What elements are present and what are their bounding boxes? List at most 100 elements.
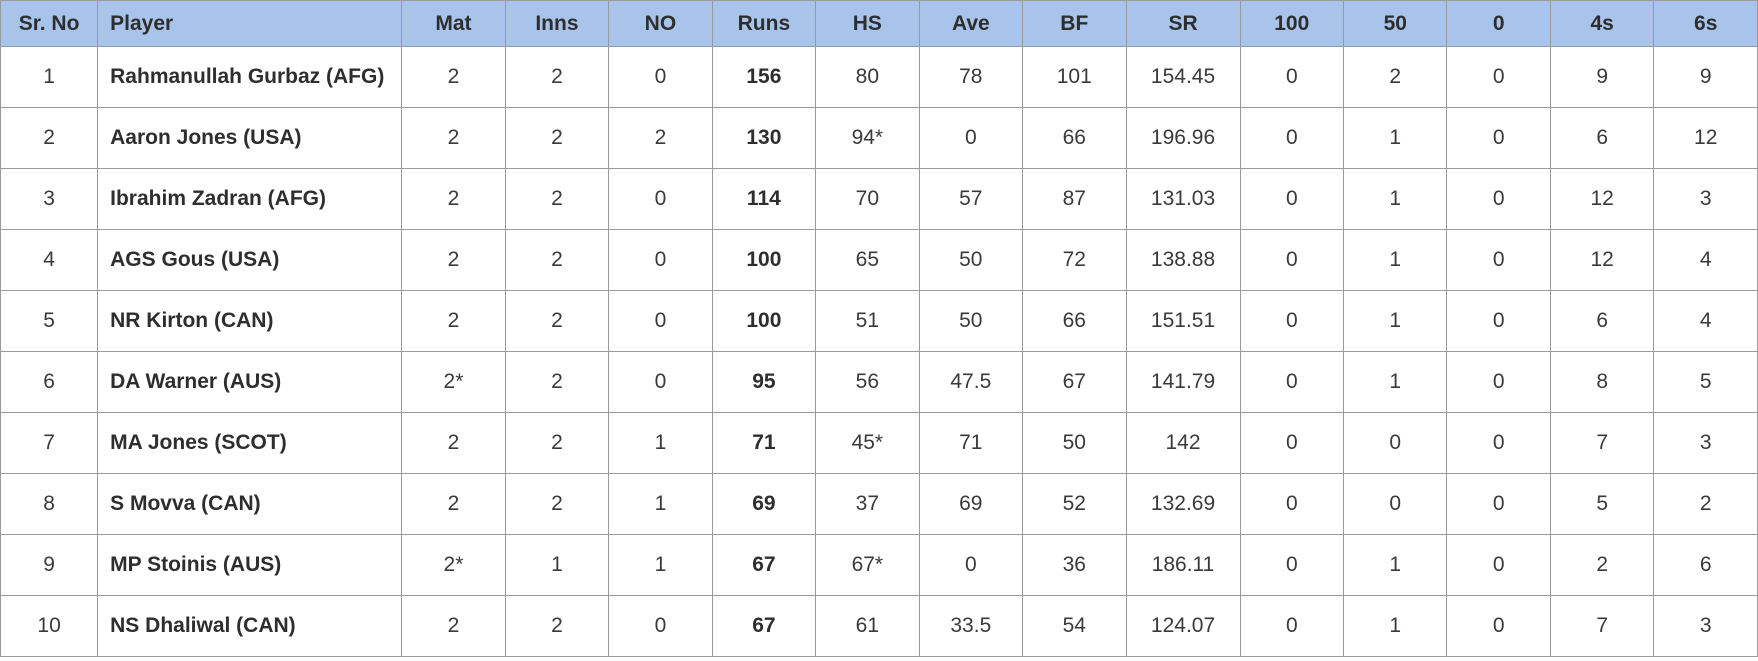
cell-c4s: 8 bbox=[1550, 352, 1653, 413]
cell-sr: 138.88 bbox=[1126, 230, 1240, 291]
col-header-player: Player bbox=[98, 1, 402, 47]
cell-srno: 8 bbox=[1, 474, 98, 535]
cell-mat: 2 bbox=[402, 108, 505, 169]
table-row: 8S Movva (CAN)22169376952132.6900052 bbox=[1, 474, 1758, 535]
cell-runs: 95 bbox=[712, 352, 815, 413]
cell-ave: 78 bbox=[919, 47, 1022, 108]
cell-no: 1 bbox=[609, 474, 712, 535]
cell-hs: 80 bbox=[816, 47, 919, 108]
cell-player: MA Jones (SCOT) bbox=[98, 413, 402, 474]
cell-hs: 45* bbox=[816, 413, 919, 474]
cell-c50: 0 bbox=[1344, 474, 1447, 535]
cell-player: MP Stoinis (AUS) bbox=[98, 535, 402, 596]
cell-ave: 0 bbox=[919, 108, 1022, 169]
cell-inns: 2 bbox=[505, 474, 608, 535]
cell-no: 0 bbox=[609, 352, 712, 413]
cell-inns: 2 bbox=[505, 108, 608, 169]
cell-c50: 0 bbox=[1344, 413, 1447, 474]
cell-sr: 142 bbox=[1126, 413, 1240, 474]
cell-c6s: 2 bbox=[1654, 474, 1758, 535]
cell-hs: 51 bbox=[816, 291, 919, 352]
table-body: 1Rahmanullah Gurbaz (AFG)220156807810115… bbox=[1, 47, 1758, 657]
cell-c0: 0 bbox=[1447, 413, 1550, 474]
cell-no: 0 bbox=[609, 230, 712, 291]
col-header-no: NO bbox=[609, 1, 712, 47]
cell-ave: 50 bbox=[919, 291, 1022, 352]
cell-no: 0 bbox=[609, 291, 712, 352]
cell-inns: 2 bbox=[505, 413, 608, 474]
cell-bf: 66 bbox=[1023, 291, 1126, 352]
cell-no: 1 bbox=[609, 535, 712, 596]
cell-c4s: 6 bbox=[1550, 291, 1653, 352]
cell-srno: 4 bbox=[1, 230, 98, 291]
cell-srno: 2 bbox=[1, 108, 98, 169]
cell-c50: 1 bbox=[1344, 108, 1447, 169]
table-header-row: Sr. No Player Mat Inns NO Runs HS Ave BF… bbox=[1, 1, 1758, 47]
cell-bf: 72 bbox=[1023, 230, 1126, 291]
cell-c50: 1 bbox=[1344, 352, 1447, 413]
cell-c100: 0 bbox=[1240, 352, 1343, 413]
col-header-4s: 4s bbox=[1550, 1, 1653, 47]
cell-ave: 33.5 bbox=[919, 596, 1022, 657]
cell-c6s: 6 bbox=[1654, 535, 1758, 596]
table-row: 7MA Jones (SCOT)2217145*715014200073 bbox=[1, 413, 1758, 474]
cell-runs: 71 bbox=[712, 413, 815, 474]
cell-c6s: 12 bbox=[1654, 108, 1758, 169]
cell-player: Ibrahim Zadran (AFG) bbox=[98, 169, 402, 230]
cell-mat: 2 bbox=[402, 413, 505, 474]
cell-c50: 1 bbox=[1344, 291, 1447, 352]
cell-mat: 2 bbox=[402, 474, 505, 535]
cell-c50: 2 bbox=[1344, 47, 1447, 108]
cell-c100: 0 bbox=[1240, 535, 1343, 596]
col-header-50: 50 bbox=[1344, 1, 1447, 47]
cell-hs: 65 bbox=[816, 230, 919, 291]
cell-c50: 1 bbox=[1344, 169, 1447, 230]
cell-player: Rahmanullah Gurbaz (AFG) bbox=[98, 47, 402, 108]
cell-sr: 132.69 bbox=[1126, 474, 1240, 535]
col-header-mat: Mat bbox=[402, 1, 505, 47]
cell-runs: 100 bbox=[712, 230, 815, 291]
stats-table: Sr. No Player Mat Inns NO Runs HS Ave BF… bbox=[0, 0, 1758, 657]
cell-mat: 2 bbox=[402, 169, 505, 230]
cell-c100: 0 bbox=[1240, 413, 1343, 474]
cell-bf: 52 bbox=[1023, 474, 1126, 535]
cell-bf: 50 bbox=[1023, 413, 1126, 474]
col-header-inns: Inns bbox=[505, 1, 608, 47]
cell-c4s: 12 bbox=[1550, 230, 1653, 291]
cell-hs: 56 bbox=[816, 352, 919, 413]
cell-mat: 2* bbox=[402, 352, 505, 413]
cell-ave: 57 bbox=[919, 169, 1022, 230]
table-row: 3Ibrahim Zadran (AFG)220114705787131.030… bbox=[1, 169, 1758, 230]
cell-c4s: 7 bbox=[1550, 596, 1653, 657]
cell-bf: 54 bbox=[1023, 596, 1126, 657]
cell-c100: 0 bbox=[1240, 596, 1343, 657]
cell-bf: 101 bbox=[1023, 47, 1126, 108]
cell-ave: 69 bbox=[919, 474, 1022, 535]
cell-sr: 186.11 bbox=[1126, 535, 1240, 596]
cell-sr: 131.03 bbox=[1126, 169, 1240, 230]
cell-player: NS Dhaliwal (CAN) bbox=[98, 596, 402, 657]
cell-ave: 71 bbox=[919, 413, 1022, 474]
cell-mat: 2* bbox=[402, 535, 505, 596]
cell-c6s: 4 bbox=[1654, 230, 1758, 291]
cell-c4s: 7 bbox=[1550, 413, 1653, 474]
table-row: 4AGS Gous (USA)220100655072138.88010124 bbox=[1, 230, 1758, 291]
cell-c0: 0 bbox=[1447, 108, 1550, 169]
table-row: 10NS Dhaliwal (CAN)220676133.554124.0701… bbox=[1, 596, 1758, 657]
cell-srno: 3 bbox=[1, 169, 98, 230]
cell-mat: 2 bbox=[402, 230, 505, 291]
cell-bf: 67 bbox=[1023, 352, 1126, 413]
cell-hs: 94* bbox=[816, 108, 919, 169]
cell-c100: 0 bbox=[1240, 230, 1343, 291]
col-header-hs: HS bbox=[816, 1, 919, 47]
col-header-sr: SR bbox=[1126, 1, 1240, 47]
cell-inns: 2 bbox=[505, 169, 608, 230]
cell-sr: 154.45 bbox=[1126, 47, 1240, 108]
cell-inns: 2 bbox=[505, 291, 608, 352]
cell-no: 1 bbox=[609, 413, 712, 474]
table-row: 6DA Warner (AUS)2*20955647.567141.790108… bbox=[1, 352, 1758, 413]
cell-runs: 156 bbox=[712, 47, 815, 108]
cell-hs: 37 bbox=[816, 474, 919, 535]
cell-ave: 50 bbox=[919, 230, 1022, 291]
cell-inns: 2 bbox=[505, 352, 608, 413]
